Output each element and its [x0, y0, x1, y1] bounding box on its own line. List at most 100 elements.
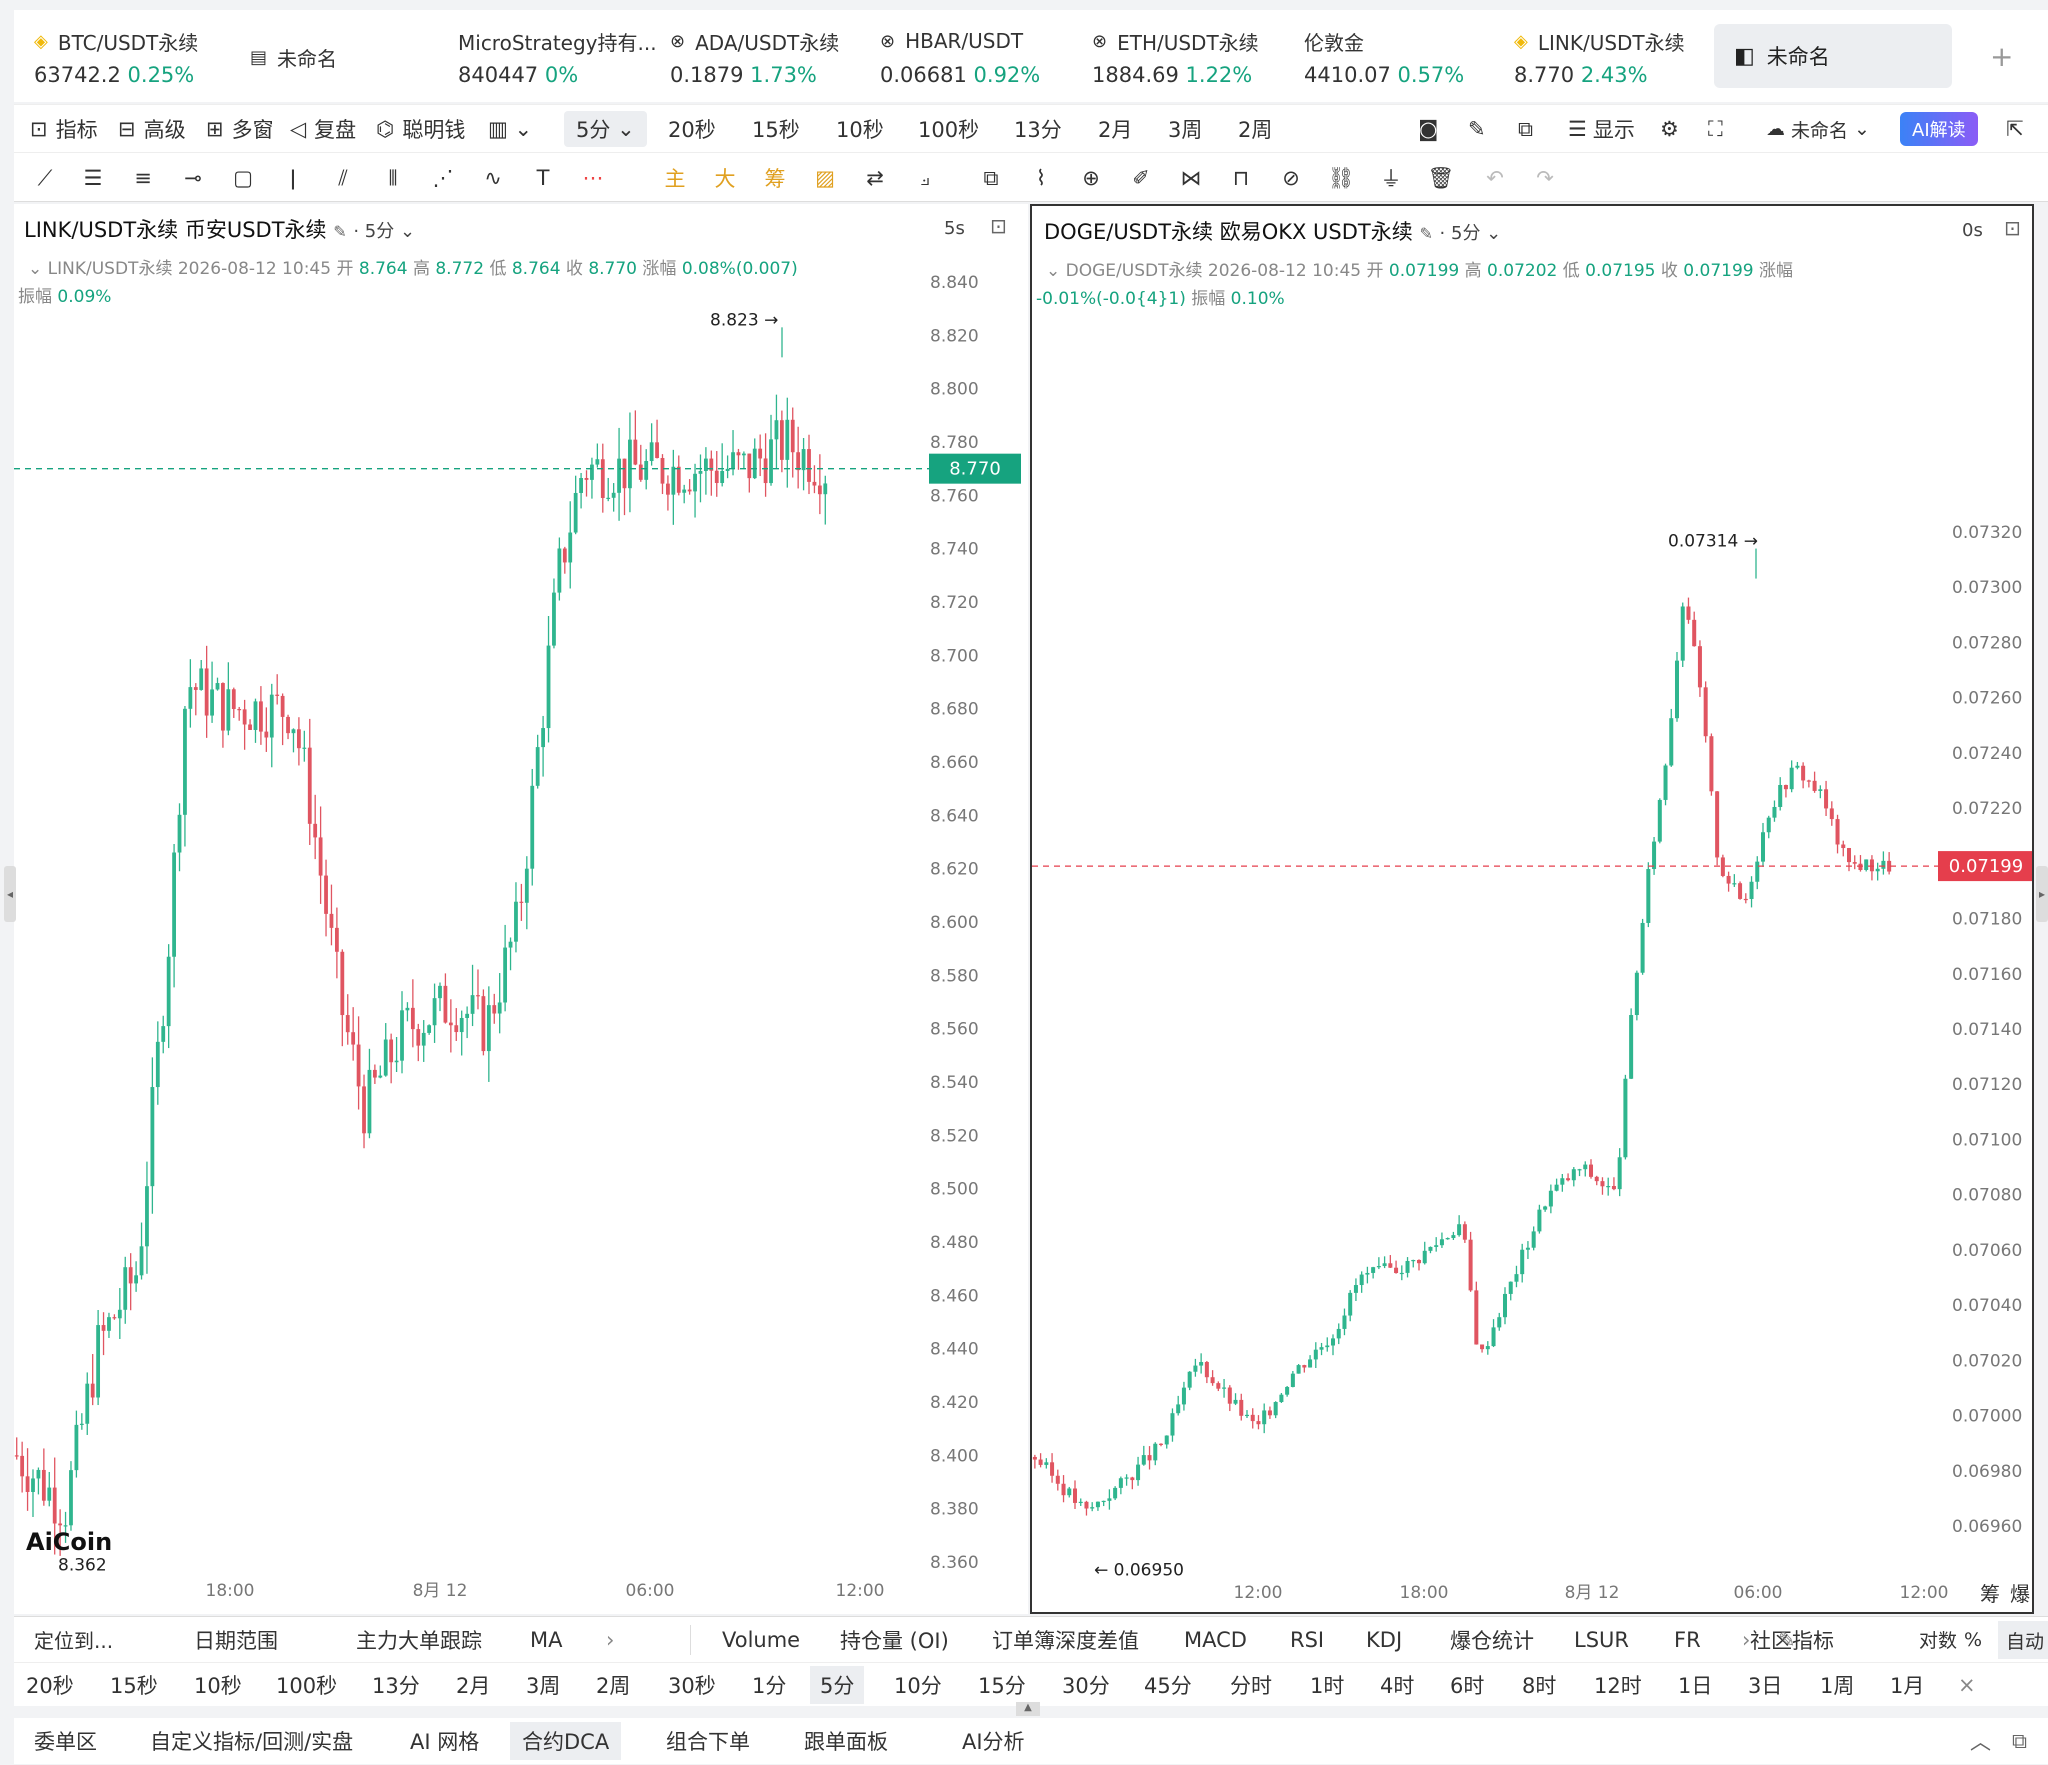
- bottom-tab-0[interactable]: 委单区: [34, 1730, 97, 1754]
- interval-bar-7[interactable]: 2周: [596, 1673, 631, 1698]
- chip-toggle[interactable]: 筹: [758, 161, 792, 195]
- interval-bar-5[interactable]: 2月: [456, 1673, 491, 1698]
- smart-money-button[interactable]: ⌬ 聪明钱: [376, 105, 465, 153]
- parallel-tool-icon[interactable]: ≡: [134, 166, 152, 190]
- indicator-9[interactable]: KDJ: [1366, 1627, 1403, 1652]
- interval-bar-6[interactable]: 3周: [526, 1673, 561, 1698]
- zoom-icon[interactable]: ⊕: [1082, 166, 1100, 190]
- indicator-13[interactable]: 社区指标: [1750, 1628, 1834, 1653]
- interval-bar-20[interactable]: 12时: [1594, 1673, 1642, 1698]
- chevron-right-icon[interactable]: ›: [1742, 1627, 1751, 1652]
- interval-3w[interactable]: 3周: [1168, 105, 1202, 153]
- edit-icon[interactable]: ✎: [1419, 224, 1433, 243]
- ai-interpret-button[interactable]: AI解读: [1900, 112, 1978, 146]
- indicator-10[interactable]: 爆仓统计: [1450, 1628, 1534, 1653]
- swap-icon[interactable]: ⇄: [866, 166, 884, 190]
- trash-icon[interactable]: 🗑: [1427, 165, 1455, 190]
- ticker-gold[interactable]: 伦敦金 4410.07 0.57%: [1304, 24, 1464, 96]
- heat-icon[interactable]: ▨: [815, 166, 835, 190]
- ticker-ada[interactable]: ⊗ ADA/USDT永续 0.1879 1.73%: [670, 24, 839, 96]
- right-candles[interactable]: 0.07320 0.07300 0.07280 0.07260 0.07240 0.072…: [1032, 206, 2032, 1612]
- indicators-button[interactable]: ⊡ 指标: [30, 105, 98, 153]
- interval-15s[interactable]: 15秒: [752, 105, 800, 153]
- export-icon[interactable]: ⇱: [2006, 117, 2024, 141]
- right-chart-interval[interactable]: 5分: [1451, 223, 1481, 244]
- gann-tool-icon[interactable]: ⦀: [388, 165, 398, 190]
- bottom-tab-3[interactable]: 合约DCA: [510, 1722, 622, 1760]
- bottom-tab-6[interactable]: AI分析: [962, 1730, 1025, 1754]
- interval-13m[interactable]: 13分: [1014, 105, 1062, 153]
- advanced-button[interactable]: ⊟ 高级: [118, 105, 186, 153]
- left-candles[interactable]: 8.840 8.820 8.800 8.780 8.760 8.740 8.720 8.700…: [14, 204, 1028, 1614]
- liquidation-button[interactable]: 爆: [2010, 1582, 2030, 1606]
- settings-icon[interactable]: ⚙: [1660, 117, 1679, 141]
- interval-2mo[interactable]: 2月: [1098, 105, 1132, 153]
- indicator-1[interactable]: 日期范围: [194, 1628, 278, 1653]
- close-icon[interactable]: ×: [1958, 1672, 1976, 1697]
- vline-tool-icon[interactable]: ǀ: [289, 166, 297, 190]
- indicator-14[interactable]: 对数: [1919, 1630, 1958, 1652]
- left-collapse-handle[interactable]: ◂: [4, 866, 16, 922]
- ray-tool-icon[interactable]: ⊸: [184, 166, 202, 190]
- ticker-unnamed[interactable]: ▤ 未命名: [250, 40, 337, 112]
- interval-100s[interactable]: 100秒: [918, 105, 979, 153]
- fullscreen-icon[interactable]: ⛶: [1708, 116, 1723, 141]
- interval-bar-24[interactable]: 1月: [1890, 1673, 1925, 1698]
- replay-button[interactable]: ◁ 复盘: [290, 105, 356, 153]
- left-chart-interval[interactable]: 5分: [364, 221, 395, 242]
- right-collapse-handle[interactable]: ▸: [2036, 866, 2048, 922]
- link-icon[interactable]: ⛓: [1327, 165, 1355, 190]
- rect-tool-icon[interactable]: ▢: [233, 166, 253, 190]
- more-tools-icon[interactable]: ⋯: [582, 166, 604, 190]
- bottom-tab-1[interactable]: 自定义指标/回测/实盘: [150, 1730, 354, 1754]
- multi-window-button[interactable]: ⊞ 多窗: [206, 105, 274, 153]
- chevron-up-icon[interactable]: ︿: [1970, 1730, 1991, 1754]
- indicator-16[interactable]: 自动: [1998, 1621, 2048, 1659]
- interval-bar-13[interactable]: 30分: [1062, 1673, 1110, 1698]
- ticker-link[interactable]: ◈ LINK/USDT永续 8.770 2.43%: [1514, 24, 1685, 96]
- brush-icon[interactable]: ✐: [1132, 166, 1150, 190]
- edit-icon[interactable]: ✎: [333, 222, 347, 241]
- indicator-12[interactable]: FR: [1674, 1627, 1701, 1652]
- magnet-icon[interactable]: ⋈: [1180, 166, 1202, 190]
- indicator-8[interactable]: RSI: [1290, 1627, 1325, 1652]
- share-icon[interactable]: ⧉: [1518, 116, 1533, 141]
- interval-bar-10[interactable]: 5分: [810, 1666, 865, 1704]
- window-icon[interactable]: ⧉: [2012, 1728, 2027, 1753]
- interval-bar-11[interactable]: 10分: [894, 1673, 942, 1698]
- tab-unnamed-active[interactable]: ◧ 未命名: [1714, 24, 1952, 88]
- indicator-15[interactable]: %: [1964, 1628, 1983, 1651]
- interval-bar-19[interactable]: 8时: [1522, 1673, 1557, 1698]
- bottom-tab-2[interactable]: AI 网格: [410, 1730, 480, 1754]
- add-tab-icon[interactable]: +: [1990, 40, 2014, 73]
- ticker-btc[interactable]: ◈ BTC/USDT永续 63742.2 0.25%: [34, 24, 198, 96]
- left-chart-pane[interactable]: LINK/USDT永续 币安USDT永续 ✎ · 5分 ⌄ ⌄ LINK/USD…: [14, 204, 1028, 1614]
- bottom-tab-4[interactable]: 组合下单: [666, 1730, 750, 1754]
- chip-distribution-button[interactable]: 筹: [1980, 1582, 2000, 1606]
- ticker-eth[interactable]: ⊗ ETH/USDT永续 1884.69 1.22%: [1092, 24, 1259, 96]
- interval-bar-17[interactable]: 4时: [1380, 1673, 1415, 1698]
- template-select[interactable]: ☁ 未命名 ⌄: [1766, 105, 1870, 153]
- interval-selected[interactable]: 5分 ⌄: [564, 111, 647, 147]
- ticker-mstr[interactable]: MicroStrategy持有... 840447 0%: [458, 24, 657, 96]
- interval-2w[interactable]: 2周: [1238, 105, 1272, 153]
- pane-settings-icon[interactable]: ⊡: [990, 214, 1007, 238]
- pane-settings-icon[interactable]: ⊡: [2004, 216, 2021, 240]
- bottom-tab-5[interactable]: 跟单面板: [804, 1730, 888, 1754]
- ruler-icon[interactable]: ⌇: [1035, 166, 1047, 190]
- indicator-0[interactable]: 定位到...: [34, 1629, 114, 1653]
- undo-icon[interactable]: ↶: [1486, 166, 1504, 190]
- redo-icon[interactable]: ↷: [1536, 166, 1554, 190]
- interval-bar-4[interactable]: 13分: [372, 1673, 420, 1698]
- hlines-tool-icon[interactable]: ☰: [83, 166, 103, 190]
- interval-bar-12[interactable]: 15分: [978, 1673, 1026, 1698]
- pencil-icon[interactable]: ✎: [1468, 117, 1486, 141]
- interval-bar-14[interactable]: 45分: [1144, 1673, 1192, 1698]
- camera-icon[interactable]: ◙: [1418, 117, 1439, 141]
- collapse-icon[interactable]: ⌄: [1046, 261, 1061, 281]
- line-tool-icon[interactable]: ⟋: [37, 165, 53, 190]
- indicator-7[interactable]: MACD: [1184, 1627, 1247, 1652]
- right-chart-pane[interactable]: DOGE/USDT永续 欧易OKX USDT永续 ✎ · 5分 ⌄ ⌄ DOGE…: [1030, 204, 2034, 1614]
- community-icon[interactable]: ✎: [1778, 1627, 1796, 1652]
- pitchfork-tool-icon[interactable]: ⋰: [432, 166, 454, 190]
